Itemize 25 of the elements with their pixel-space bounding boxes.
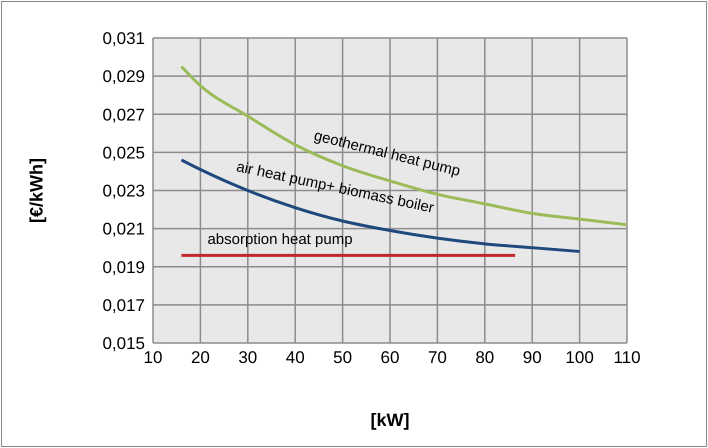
y-tick-label: 0,025 [102, 143, 145, 162]
line-series [180, 65, 627, 226]
series-label: absorption heat pump [207, 230, 353, 248]
x-tick-label: 40 [286, 348, 305, 368]
x-tick-label: 110 [613, 348, 641, 368]
y-tick-label: 0,017 [102, 296, 145, 315]
x-tick-label: 100 [565, 348, 594, 368]
x-tick-label: 70 [428, 348, 447, 368]
y-tick-label: 0,023 [102, 182, 145, 201]
x-tick-label: 20 [190, 348, 210, 368]
y-tick-label: 0,029 [102, 67, 145, 86]
x-tick-label: 60 [380, 348, 400, 368]
y-tick-label: 0,027 [102, 105, 145, 124]
x-tick-label: 50 [333, 348, 352, 368]
y-tick-label: 0,019 [102, 258, 145, 277]
x-tick-label: 10 [144, 348, 162, 368]
x-axis-title: [kW] [370, 410, 410, 430]
y-tick-label: 0,031 [102, 29, 145, 48]
text: geothermal heat pump [312, 127, 462, 180]
y-tick-label: 0,015 [102, 334, 145, 354]
y-axis-title: [€/kWh] [26, 158, 46, 223]
y-tick-label: 0,021 [102, 220, 145, 239]
x-tick-label: 80 [475, 348, 494, 368]
x-tick-label: 30 [238, 348, 258, 368]
x-tick-label: 90 [522, 348, 542, 368]
